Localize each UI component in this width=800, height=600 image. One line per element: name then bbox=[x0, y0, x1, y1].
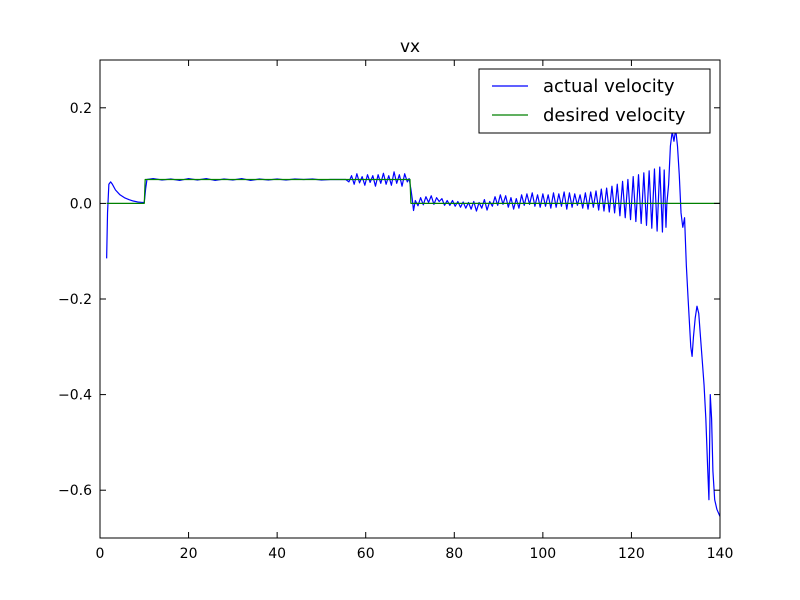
x-tick-label: 100 bbox=[529, 546, 556, 562]
y-tick-label: −0.2 bbox=[58, 292, 92, 308]
x-tick-label: 80 bbox=[445, 546, 463, 562]
legend: actual velocity desired velocity bbox=[478, 68, 711, 134]
y-axis: −0.6 −0.4 −0.2 0.0 0.2 bbox=[58, 101, 720, 499]
plot-area bbox=[106, 128, 720, 517]
legend-frame bbox=[478, 68, 711, 134]
x-tick-label: 120 bbox=[618, 546, 645, 562]
y-tick-label: −0.6 bbox=[58, 483, 92, 499]
series-line-desired-velocity bbox=[106, 178, 720, 204]
x-axis: 0 20 40 60 80 100 120 140 bbox=[96, 60, 734, 562]
x-tick-label: 60 bbox=[357, 546, 375, 562]
y-tick-label: 0.0 bbox=[70, 196, 92, 212]
x-tick-label: 140 bbox=[707, 546, 734, 562]
x-tick-label: 0 bbox=[96, 546, 105, 562]
legend-label-desired-velocity: desired velocity bbox=[543, 105, 686, 126]
y-tick-label: 0.2 bbox=[70, 101, 92, 117]
x-tick-label: 40 bbox=[268, 546, 286, 562]
y-tick-label: −0.4 bbox=[58, 388, 92, 404]
chart-title: vx bbox=[400, 37, 420, 57]
legend-label-actual-velocity: actual velocity bbox=[543, 76, 675, 97]
x-tick-label: 20 bbox=[180, 546, 198, 562]
